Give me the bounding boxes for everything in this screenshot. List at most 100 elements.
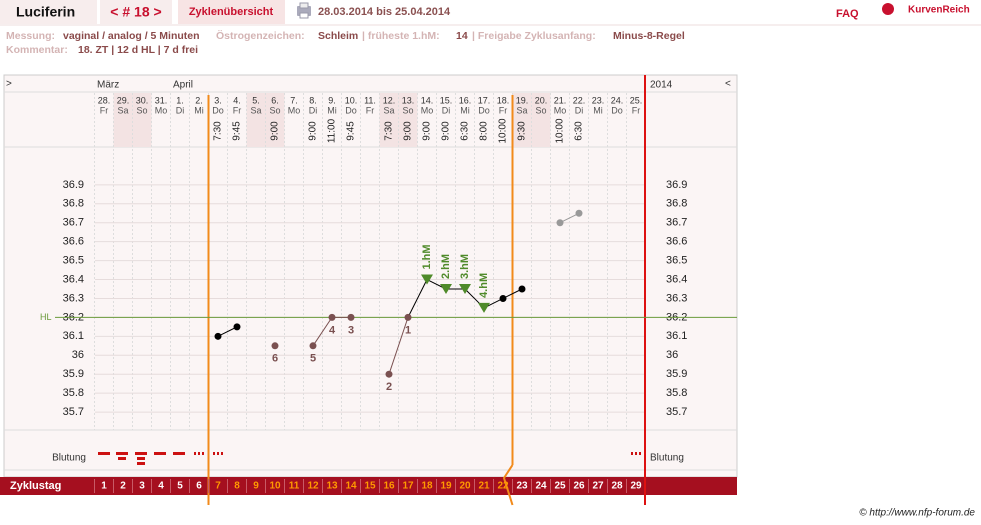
exclusion-label: 1 [405, 324, 411, 336]
y-tick-label: 36.5 [63, 255, 84, 267]
cycle-day: 5 [177, 481, 183, 492]
date-label: 15. [440, 95, 453, 105]
date-label: 20. [535, 95, 548, 105]
weekday-label: Sa [516, 105, 527, 115]
cycle-day: 17 [402, 481, 414, 492]
weekday-label: Do [478, 105, 490, 115]
info-value: 18. ZT | 12 d HL | 7 d frei [78, 44, 198, 56]
nav-right[interactable]: < [725, 79, 731, 90]
cycle-day: 23 [516, 481, 528, 492]
exclusion-label: 4 [329, 324, 336, 336]
date-label: 2. [195, 95, 203, 105]
time-label: 9:45 [232, 121, 243, 141]
temp-point [556, 219, 564, 227]
weekday-label: Di [575, 105, 584, 115]
cycle-day: 20 [459, 481, 471, 492]
print-icon[interactable] [297, 2, 311, 19]
weekday-label: Sa [250, 105, 261, 115]
temp-point [347, 313, 355, 321]
brand-logo[interactable]: KurvenReich [882, 3, 970, 16]
weekday-label: Mi [593, 105, 603, 115]
hm-label: 1.hM [421, 244, 433, 269]
temp-point [404, 313, 412, 321]
temp-segment [559, 212, 580, 224]
time-label: 11:00 [327, 118, 338, 143]
date-label: 16. [459, 95, 472, 105]
date-label: 14. [421, 95, 434, 105]
y-tick-label: 36.7 [666, 217, 687, 229]
time-label: 8:00 [479, 121, 490, 141]
time-label: 9:00 [403, 121, 414, 141]
temp-segment [407, 279, 428, 318]
weekday-label: So [402, 105, 413, 115]
y-tick-label: 35.9 [666, 368, 687, 380]
weekday-label: So [535, 105, 546, 115]
cycle-day: 13 [326, 481, 338, 492]
weekday-label: Fr [366, 105, 375, 115]
weekday-label: Mo [554, 105, 567, 115]
cycle-day: 18 [421, 481, 433, 492]
time-label: 7:30 [213, 121, 224, 141]
weekend-shade [531, 93, 551, 147]
time-label: 9:45 [346, 121, 357, 141]
brand-name[interactable]: KurvenReich [908, 5, 970, 16]
overview-tab[interactable] [178, 0, 285, 24]
weekday-label: Fr [499, 105, 508, 115]
cycle-day: 25 [554, 481, 566, 492]
month-label: April [173, 80, 193, 91]
exclusion-label: 3 [348, 324, 354, 336]
temp-point [328, 313, 336, 321]
time-label: 9:30 [517, 121, 528, 141]
nav-left[interactable]: > [6, 79, 12, 90]
window-end [502, 464, 514, 506]
cycle-day: 8 [234, 481, 240, 492]
temp-segment [217, 326, 238, 337]
weekday-label: Mi [194, 105, 204, 115]
overview-link[interactable]: Zyklenübersicht [189, 6, 274, 18]
info-label: | Freigabe Zyklusanfang: [472, 30, 596, 42]
info-value: vaginal / analog / 5 Minuten [63, 30, 200, 42]
date-label: 10. [345, 95, 358, 105]
date-label: 3. [214, 95, 222, 105]
nav-tab[interactable] [100, 0, 172, 24]
hm-marker [478, 302, 490, 313]
cycle-day: 7 [215, 481, 221, 492]
temp-segment [502, 288, 523, 299]
y-tick-label: 36.7 [63, 217, 84, 229]
cycle-nav[interactable]: < # 18 > [110, 4, 161, 20]
exclusion-label: 6 [272, 353, 278, 365]
cycle-day: 3 [139, 481, 145, 492]
time-label: 10:00 [555, 118, 566, 143]
temp-point [385, 370, 393, 378]
weekday-label: So [136, 105, 147, 115]
cycle-day: 28 [611, 481, 623, 492]
date-label: 18. [497, 95, 510, 105]
cycle-day: 27 [592, 481, 604, 492]
faq-link[interactable]: FAQ [836, 8, 859, 20]
date-label: 1. [176, 95, 184, 105]
weekday-label: Mi [460, 105, 470, 115]
name-tab [0, 0, 97, 24]
y-tick-label: 36.5 [666, 255, 687, 267]
date-label: 30. [136, 95, 149, 105]
cycle-day: 14 [345, 481, 357, 492]
info-label: Kommentar: [6, 44, 68, 56]
info-label: | früheste 1.hM: [362, 30, 440, 42]
user-name: Luciferin [16, 4, 75, 20]
y-tick-label: 36 [72, 349, 84, 361]
y-tick-label: 36.8 [666, 198, 687, 210]
cycle-day: 16 [383, 481, 395, 492]
cycle-day: 24 [535, 481, 547, 492]
hm-marker [440, 284, 452, 294]
weekday-label: Sa [383, 105, 394, 115]
cycle-day: 12 [307, 481, 319, 492]
time-label: 6:30 [574, 121, 585, 141]
time-label: 9:00 [308, 121, 319, 141]
date-label: 17. [478, 95, 491, 105]
hm-label: 2.hM [440, 254, 452, 279]
cycle-day: 15 [364, 481, 376, 492]
y-tick-label: 36.8 [63, 198, 84, 210]
hm-label: 3.hM [459, 254, 471, 279]
weekday-label: Fr [233, 105, 242, 115]
cycle-day: 9 [253, 481, 259, 492]
